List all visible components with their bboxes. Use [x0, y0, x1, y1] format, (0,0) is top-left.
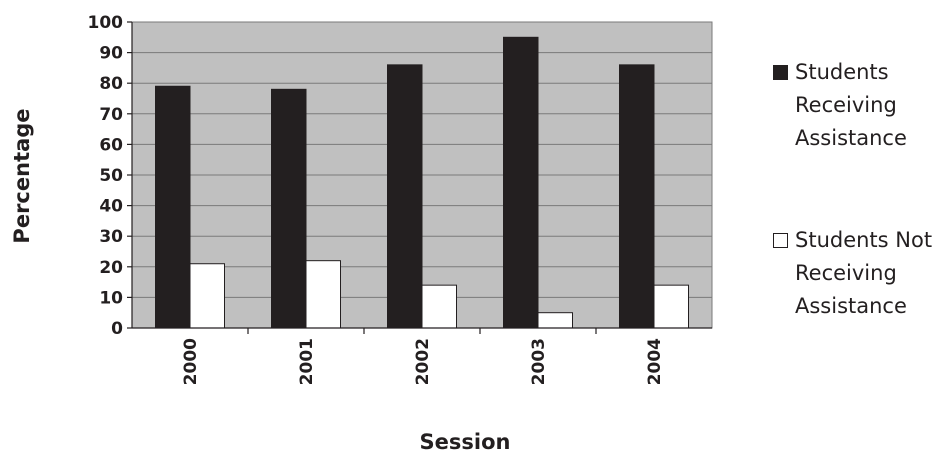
y-tick-label: 90 [99, 44, 123, 64]
x-tick-label: 2001 [297, 338, 317, 385]
x-tick-label: 2003 [529, 338, 549, 385]
axes [127, 21, 712, 334]
bar-receiving-2002 [387, 64, 423, 329]
bar-receiving-2000 [155, 85, 191, 329]
legend-swatch-not-receiving [773, 233, 788, 248]
y-tick-labels: 0 10 20 30 40 50 60 70 80 90 100 [88, 13, 124, 339]
bar-not-receiving-2003 [537, 312, 573, 329]
bar-receiving-2003 [503, 36, 539, 329]
x-tick-label: 2004 [645, 338, 665, 385]
y-tick-label: 20 [99, 258, 123, 278]
x-tick-label: 2002 [413, 338, 433, 385]
y-tick-label: 30 [99, 227, 123, 247]
y-tick-label: 70 [99, 105, 123, 125]
y-tick-label: 100 [88, 13, 124, 33]
bar-not-receiving-2000 [189, 263, 225, 329]
bar-not-receiving-2002 [421, 284, 457, 329]
x-tick-labels: 2000 2001 2002 2003 2004 [181, 338, 665, 385]
y-tick-label: 0 [111, 319, 123, 339]
y-tick-label: 10 [99, 288, 123, 308]
y-axis-title: Percentage [10, 108, 34, 243]
legend-label-not-receiving: Students Not Receiving Assistance [795, 228, 933, 318]
x-axis-title: Session [420, 430, 511, 454]
bar-not-receiving-2001 [305, 260, 341, 329]
bar-not-receiving-2004 [653, 284, 689, 329]
y-tick-label: 80 [99, 74, 123, 94]
bar-receiving-2001 [271, 88, 307, 329]
y-tick-label: 60 [99, 135, 123, 155]
x-tick-label: 2000 [181, 338, 201, 385]
bar-receiving-2004 [619, 64, 655, 329]
legend-label-receiving: Students Receiving Assistance [795, 60, 907, 150]
legend-swatch-receiving [773, 65, 788, 80]
y-tick-label: 50 [99, 166, 123, 186]
gridlines [132, 21, 712, 298]
y-tick-label: 40 [99, 197, 123, 217]
